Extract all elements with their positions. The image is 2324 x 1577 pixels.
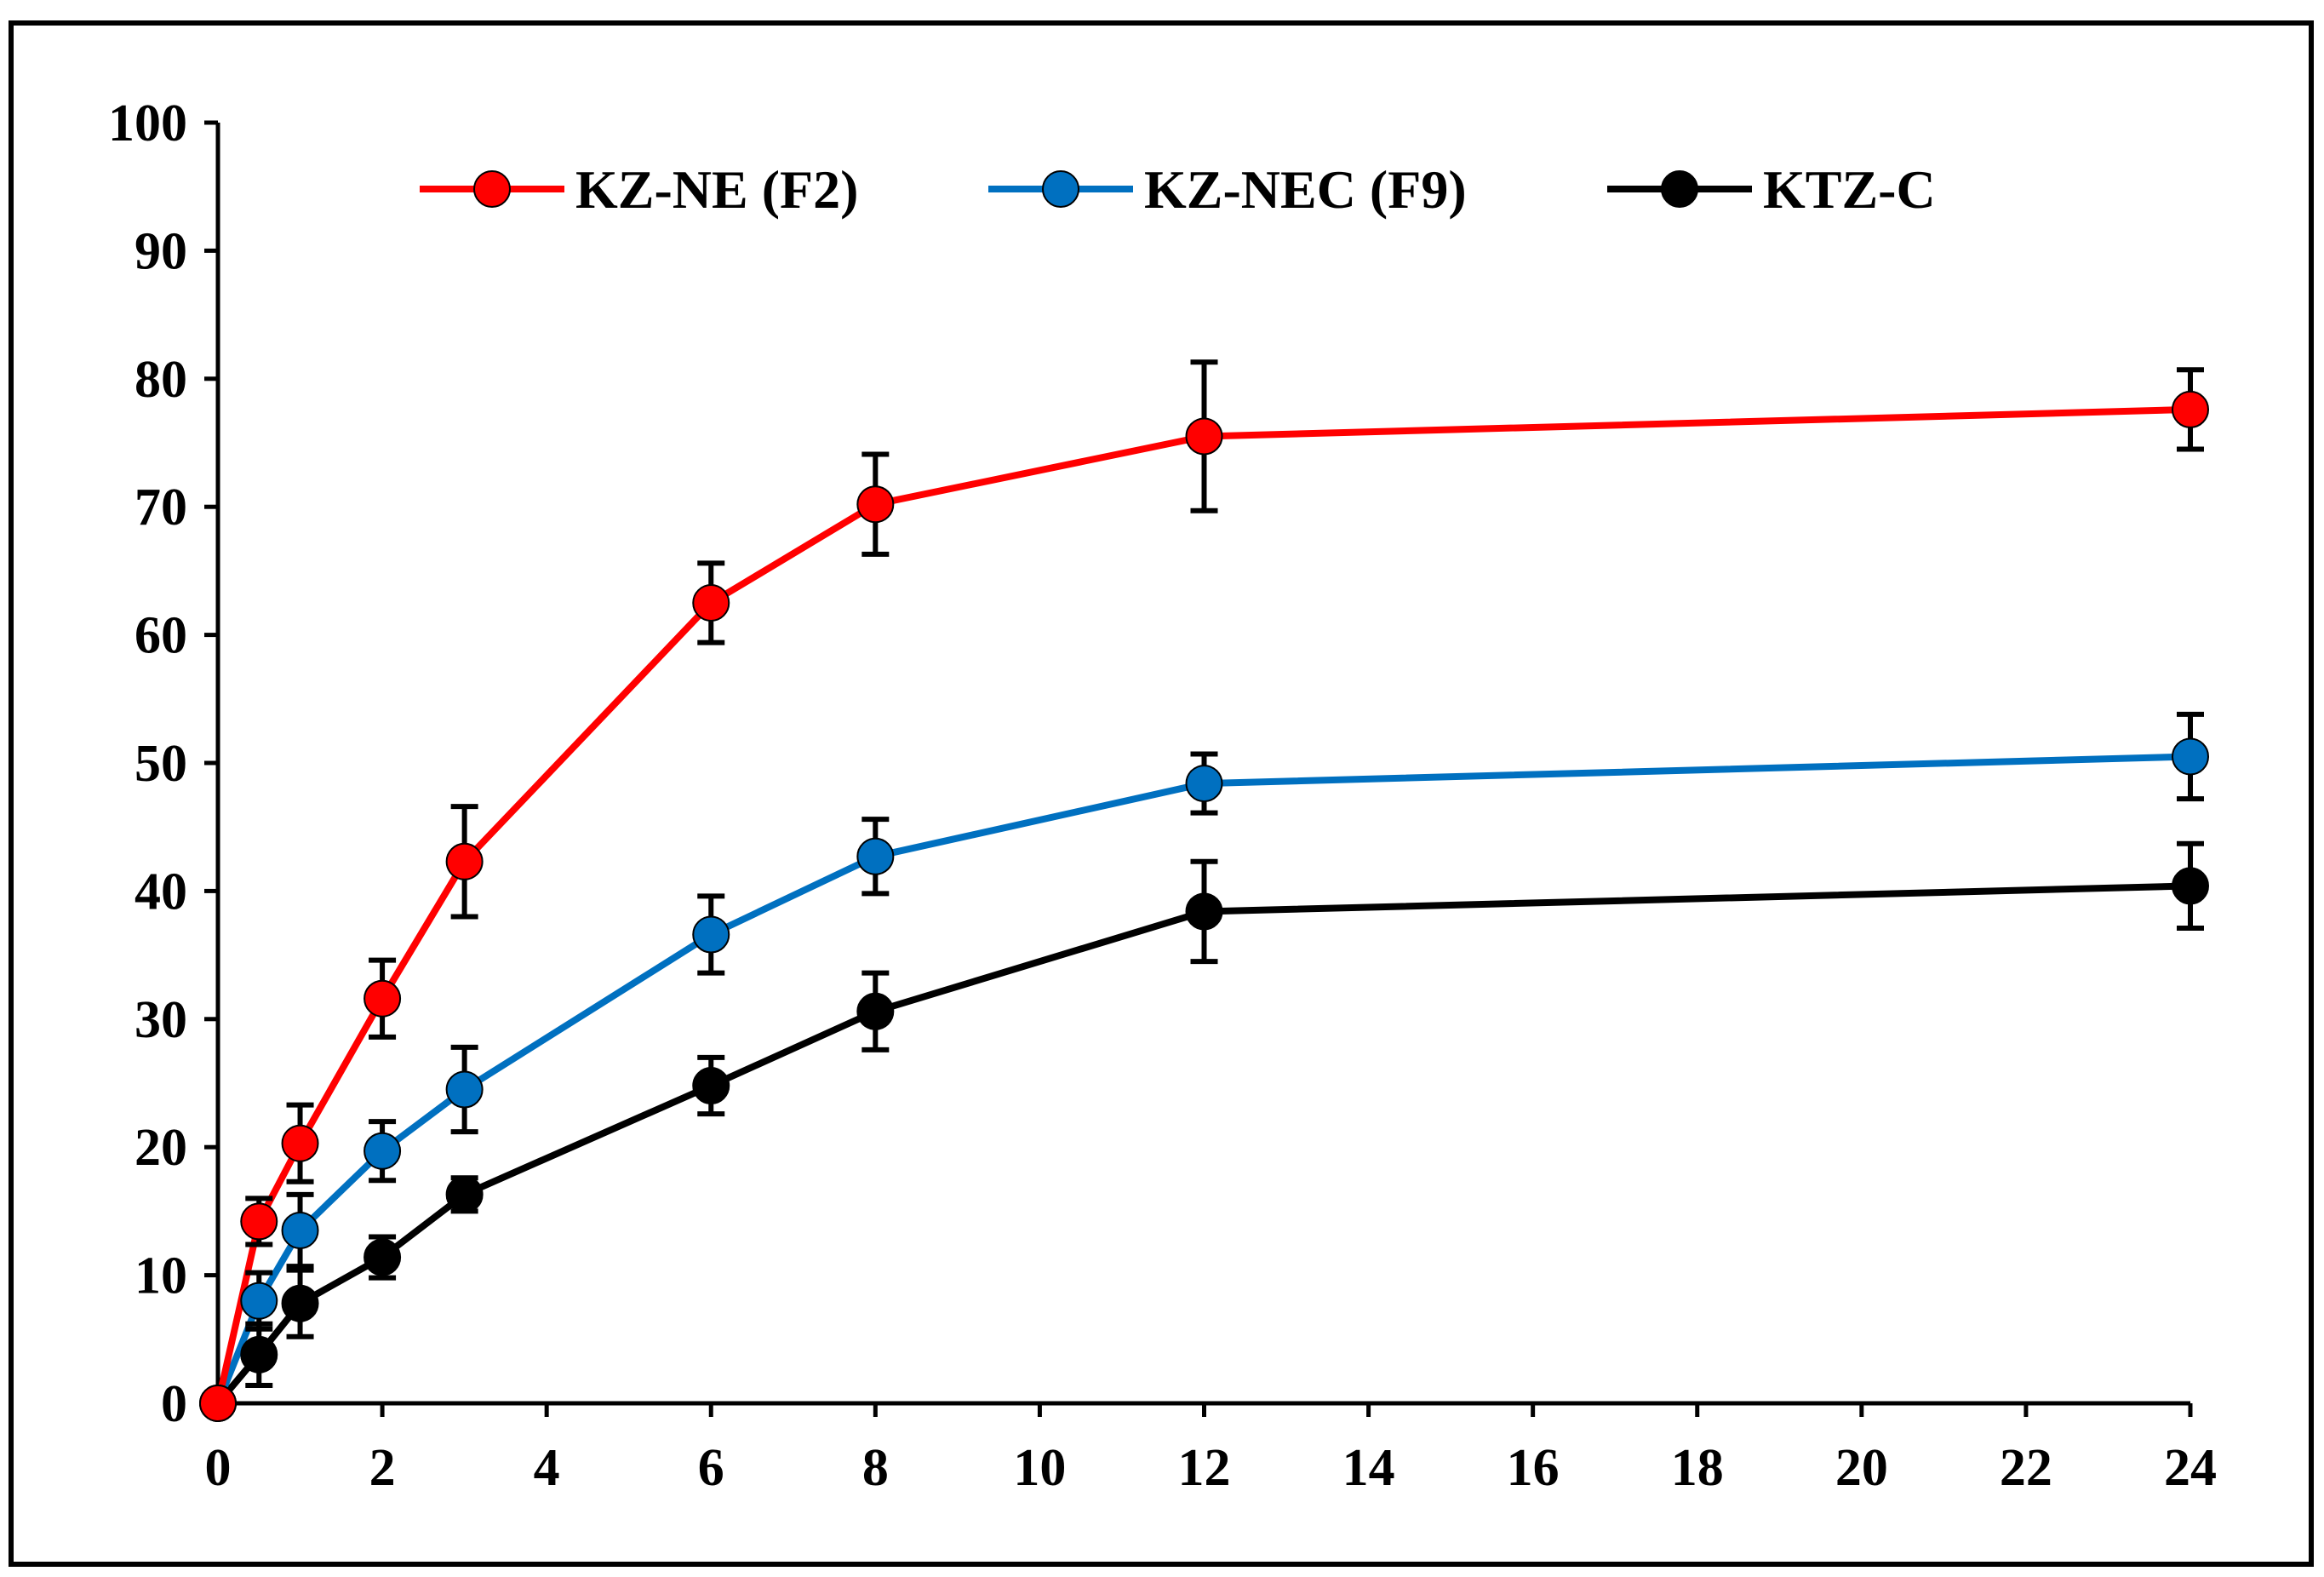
- legend-swatch-marker: [1661, 170, 1698, 208]
- data-point: [363, 1238, 402, 1276]
- data-point: [240, 1202, 278, 1241]
- x-tick-label: 12: [1178, 1439, 1231, 1497]
- legend-label: KTZ-C: [1763, 159, 1936, 220]
- y-tick-label: 10: [135, 1247, 187, 1305]
- x-tick-label: 18: [1671, 1439, 1724, 1497]
- legend-swatch-marker: [1042, 170, 1079, 208]
- data-point: [856, 837, 895, 875]
- data-point: [1185, 765, 1223, 803]
- data-point: [363, 979, 402, 1018]
- data-point: [2172, 390, 2209, 428]
- error-bars: [245, 359, 2204, 1388]
- x-tick-label: 24: [2164, 1439, 2217, 1497]
- legend: KZ-NE (F2) KZ-NEC (F9) KTZ-C: [420, 159, 1936, 220]
- y-tick-label: 60: [135, 607, 187, 665]
- data-point: [856, 992, 895, 1030]
- y-tick-label: 40: [135, 863, 187, 920]
- data-point: [692, 584, 730, 622]
- x-tick-label: 2: [369, 1439, 396, 1497]
- x-tick-label: 10: [1013, 1439, 1066, 1497]
- data-point: [2172, 867, 2209, 905]
- data-point: [240, 1282, 278, 1320]
- y-tick-label: 80: [135, 351, 187, 409]
- x-tick-label: 16: [1507, 1439, 1560, 1497]
- x-tick-label: 4: [534, 1439, 560, 1497]
- data-point: [692, 915, 730, 954]
- legend-label: KZ-NEC (F9): [1144, 159, 1467, 220]
- data-point: [1185, 417, 1223, 456]
- x-tick-label: 8: [862, 1439, 889, 1497]
- legend-swatch-marker: [473, 170, 511, 208]
- y-tick-label: 70: [135, 479, 187, 536]
- markers: [199, 390, 2209, 1422]
- y-tick-label: 50: [135, 735, 187, 793]
- x-tick-label: 14: [1342, 1439, 1395, 1497]
- data-point: [2172, 737, 2209, 776]
- data-point: [363, 1132, 402, 1170]
- data-point: [445, 1070, 484, 1109]
- y-tick-label: 90: [135, 222, 187, 280]
- x-tick-label: 20: [1835, 1439, 1888, 1497]
- x-tick-label: 0: [205, 1439, 232, 1497]
- data-point: [281, 1124, 319, 1162]
- y-tick-label: 100: [108, 95, 187, 152]
- x-tick-label: 22: [2000, 1439, 2052, 1497]
- y-tick-label: 20: [135, 1119, 187, 1177]
- data-point: [692, 1067, 730, 1105]
- y-tick-label: 30: [135, 991, 187, 1049]
- data-point: [856, 485, 895, 524]
- data-point: [240, 1335, 278, 1373]
- data-point: [445, 1175, 484, 1213]
- x-tick-label: 6: [698, 1439, 724, 1497]
- legend-label: KZ-NE (F2): [575, 159, 858, 220]
- y-tick-label: 0: [161, 1375, 187, 1433]
- data-point: [281, 1211, 319, 1249]
- data-point: [199, 1385, 237, 1422]
- data-point: [445, 842, 484, 880]
- data-point: [1185, 892, 1223, 931]
- data-point: [281, 1284, 319, 1322]
